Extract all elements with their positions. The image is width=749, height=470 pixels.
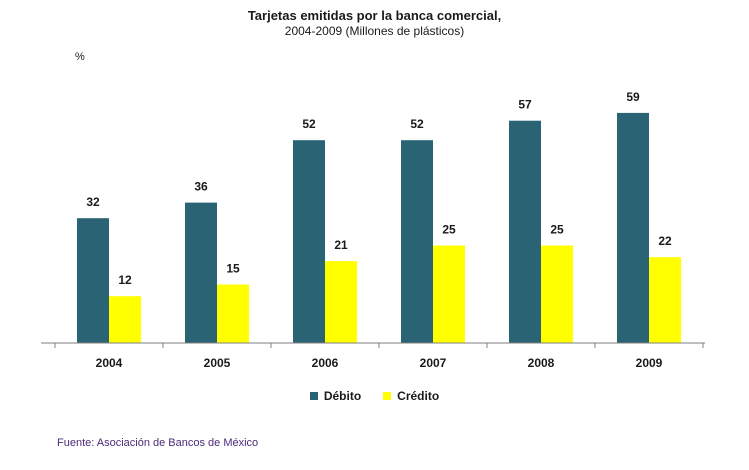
x-tick-label-2008: 2008 [528,356,555,370]
legend-swatch-credito [383,392,392,400]
data-label-credito-2005: 15 [226,262,240,276]
data-label-credito-2009: 22 [658,234,672,248]
data-label-credito-2008: 25 [550,223,564,237]
x-tick-label-2007: 2007 [420,356,447,370]
bar-debito-2006 [293,140,325,343]
chart-title-block: Tarjetas emitidas por la banca comercial… [0,8,749,39]
chart-legend: Débito Crédito [0,389,749,403]
data-label-credito-2006: 21 [334,238,348,252]
bar-credito-2005 [217,284,249,343]
bar-chart: 32 12 2004 36 15 2005 52 21 2006 52 25 2007 57 25 2008… [41,90,705,370]
bar-credito-2009 [649,257,681,343]
bar-debito-2007 [401,140,433,343]
bar-debito-2008 [509,120,541,343]
bar-debito-2004 [77,218,109,343]
data-label-debito-2004: 32 [86,195,100,209]
data-label-debito-2008: 57 [518,98,532,112]
chart-subtitle: 2004-2009 (Millones de plásticos) [284,24,465,38]
bar-credito-2008 [541,245,573,343]
data-label-debito-2007: 52 [410,117,424,131]
legend-swatch-debito [309,392,318,400]
y-axis-unit: % [75,51,85,63]
x-tick-label-2005: 2005 [204,356,231,370]
bar-debito-2009 [617,112,649,344]
legend-item-credito: Crédito [383,389,439,403]
x-tick-label-2006: 2006 [312,356,339,370]
data-label-debito-2006: 52 [302,117,316,131]
bar-credito-2004 [109,296,141,343]
data-label-debito-2005: 36 [194,180,208,194]
data-label-credito-2007: 25 [442,223,456,237]
data-label-debito-2009: 59 [626,90,640,104]
bar-credito-2006 [325,261,357,343]
legend-label-credito: Crédito [397,389,440,403]
bar-credito-2007 [433,245,465,343]
x-tick-label-2009: 2009 [636,356,663,370]
chart-title: Tarjetas emitidas por la banca comercial… [247,8,502,23]
data-label-credito-2004: 12 [118,273,132,287]
legend-label-debito: Débito [323,389,362,403]
bar-debito-2005 [185,202,217,343]
source-note: Fuente: Asociación de Bancos de México [57,437,259,449]
legend-item-debito: Débito [309,389,362,403]
x-tick-label-2004: 2004 [96,356,123,370]
